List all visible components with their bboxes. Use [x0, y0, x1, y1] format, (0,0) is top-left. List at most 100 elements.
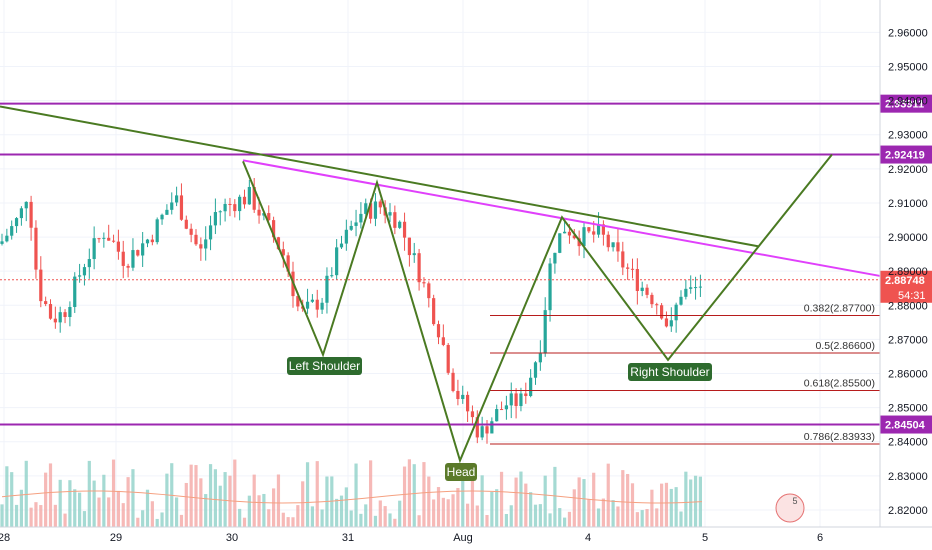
volume-bars: [0, 459, 702, 527]
candle-body: [587, 227, 590, 231]
candle-body: [141, 243, 144, 255]
volume-bar: [30, 508, 33, 527]
volume-bar: [432, 499, 435, 527]
volume-bar: [112, 460, 115, 527]
candle-body: [544, 310, 547, 353]
time-axis: 28 29 30 31 Aug 4 5 6: [0, 527, 932, 544]
volume-bar: [107, 497, 110, 527]
pattern-annotations: Left ShoulderHeadRight Shoulder: [287, 357, 712, 481]
candle-body: [626, 267, 629, 268]
volume-bar: [306, 462, 309, 527]
volume-bar: [544, 476, 547, 527]
volume-bar: [616, 506, 619, 527]
candle-body: [204, 239, 207, 248]
candle-body: [519, 393, 522, 406]
candle-body: [199, 244, 202, 248]
candle-body: [582, 227, 585, 246]
candle-body: [233, 204, 236, 211]
candle-body: [59, 312, 62, 322]
annotation-label: Left Shoulder: [289, 359, 360, 373]
candle-body: [345, 230, 348, 244]
volume-bar: [524, 484, 527, 527]
candle-body: [568, 232, 571, 236]
volume-bar: [282, 513, 285, 527]
volume-bar: [102, 475, 105, 527]
candle-body: [180, 195, 183, 219]
volume-bar: [427, 477, 430, 527]
candle-body: [694, 287, 697, 288]
volume-bar: [272, 488, 275, 527]
volume-bar: [291, 517, 294, 527]
volume-bar: [626, 474, 629, 527]
volume-bar: [316, 461, 319, 527]
volume-bar: [558, 508, 561, 527]
candle-body: [524, 393, 527, 396]
candle-body: [311, 300, 314, 302]
y-tick-label: 2.83000: [888, 471, 928, 483]
candle-body: [359, 214, 362, 223]
volume-bar: [321, 509, 324, 527]
candle-body: [684, 289, 687, 297]
candle-body: [219, 211, 222, 212]
volume-bar: [335, 499, 338, 527]
volume-bar: [68, 480, 71, 527]
candle-body: [665, 318, 668, 326]
volume-bar: [650, 490, 653, 527]
candle-body: [10, 226, 13, 236]
volume-bar: [403, 467, 406, 527]
candle-body: [413, 253, 416, 255]
candle-body: [34, 228, 37, 270]
volume-bar: [500, 472, 503, 527]
candle-body: [83, 267, 86, 275]
price-axis: 2.960002.950002.940002.930002.920002.910…: [880, 0, 928, 527]
volume-bar: [141, 510, 144, 527]
volume-bar: [384, 506, 387, 527]
fib-level-label: 0.786(2.83933): [804, 431, 875, 443]
fib-level-label: 0.5(2.86600): [815, 340, 875, 352]
volume-ma-line: [2, 491, 702, 503]
candle-body: [165, 210, 168, 215]
volume-bar: [122, 503, 125, 527]
volume-bar: [602, 499, 605, 527]
volume-bar: [447, 499, 450, 527]
volume-bar: [10, 472, 13, 527]
volume-bar: [461, 475, 464, 527]
toolbar-widget[interactable]: 5: [776, 494, 804, 522]
candle-body: [548, 263, 551, 310]
candle-body: [214, 212, 217, 225]
candle-body: [238, 197, 241, 211]
volume-bar: [54, 505, 57, 527]
volume-bar: [612, 500, 615, 527]
volume-bar: [0, 504, 3, 527]
volume-bar: [248, 496, 251, 527]
volume-bar: [63, 514, 66, 527]
candle-body: [228, 204, 231, 205]
candle-body: [563, 232, 566, 234]
candle-body: [679, 297, 682, 305]
candle-body: [534, 362, 537, 377]
volume-bar: [374, 516, 377, 527]
candle-body: [68, 307, 71, 317]
volume-bar: [97, 498, 100, 527]
y-tick-label: 2.92000: [888, 164, 928, 176]
volume-bar: [199, 478, 202, 527]
volume-bar: [636, 512, 639, 527]
volume-bar: [287, 517, 290, 527]
candle-body: [350, 226, 353, 230]
volume-bar: [607, 464, 610, 527]
candle-body: [78, 275, 81, 276]
candle-body: [63, 312, 66, 317]
candle-body: [15, 218, 18, 226]
volume-bar: [93, 481, 96, 527]
annotation-label: Head: [447, 465, 476, 479]
volume-bar: [34, 502, 37, 527]
volume-bar: [165, 474, 168, 527]
volume-bar: [379, 500, 382, 527]
volume-bar: [175, 497, 178, 527]
candle-body: [340, 244, 343, 248]
candle-body: [645, 288, 648, 295]
volume-bar: [481, 475, 484, 527]
candle-body: [88, 259, 91, 267]
candle-body: [30, 202, 33, 228]
